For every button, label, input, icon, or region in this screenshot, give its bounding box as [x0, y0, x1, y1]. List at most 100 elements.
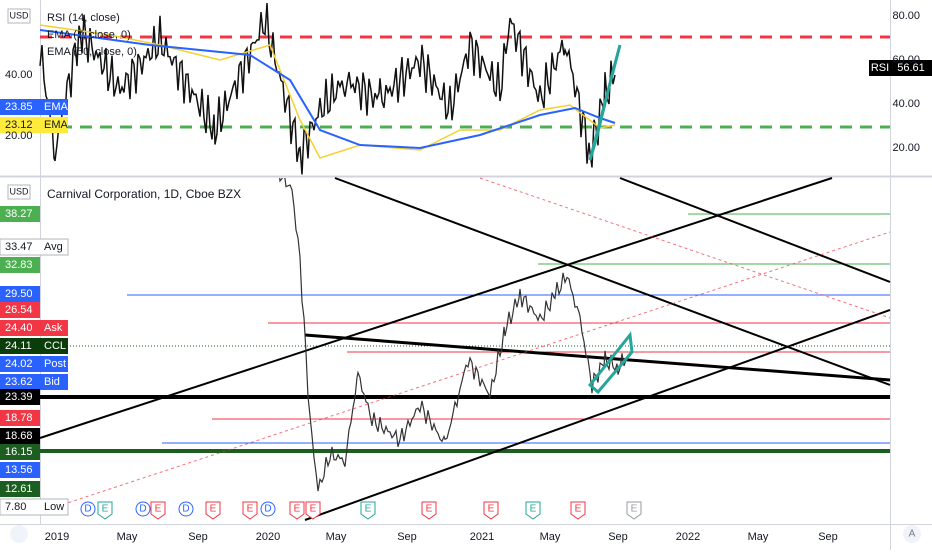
rsi-line [39, 2, 616, 175]
price-value: 24.02 [5, 358, 33, 370]
axis-label: 60.00 [892, 54, 920, 66]
time-label: May [748, 531, 769, 543]
price-value: 16.15 [5, 446, 33, 458]
price-badge [0, 498, 69, 516]
event-letter: E [575, 504, 582, 515]
indicator-legend: EMA (50, close, 0) [47, 46, 137, 58]
dividend-marker[interactable] [260, 501, 276, 517]
rsi-value: 56.61 [897, 62, 925, 74]
earnings-marker[interactable] [305, 501, 321, 520]
price-path [279, 178, 629, 492]
label-value: 23.85 [5, 101, 33, 113]
dividend-marker[interactable] [80, 501, 96, 517]
earnings-marker[interactable] [570, 501, 586, 520]
price-value: 7.80 [5, 501, 26, 513]
event-letter: E [631, 504, 638, 515]
label-badge [0, 99, 68, 115]
price-badge [0, 410, 40, 426]
time-label: Sep [397, 531, 417, 543]
price-value: 18.78 [5, 412, 33, 424]
price-value: 33.47 [5, 241, 33, 253]
trend-line [39, 177, 833, 439]
rsi-name: RSI [871, 62, 889, 74]
price-badge [0, 389, 40, 405]
currency: USD [9, 10, 29, 20]
price-badge [0, 257, 40, 273]
trend-line [39, 231, 891, 513]
price-badge [0, 206, 40, 222]
rsi-value-badge [891, 60, 932, 76]
price-tag: Avg [44, 241, 63, 253]
go-back-button[interactable] [10, 525, 28, 543]
price-badge [0, 428, 40, 444]
symbol-title: Carnival Corporation, 1D, Cboe BZX [47, 187, 241, 201]
event-letter: D [264, 504, 271, 515]
earnings-marker[interactable] [97, 501, 113, 520]
currency-badge[interactable] [7, 8, 31, 24]
price-value: 29.50 [5, 288, 33, 300]
price-badge [0, 338, 68, 354]
time-label: 2022 [676, 531, 700, 543]
event-letter: E [294, 504, 301, 515]
price-badge [0, 374, 68, 390]
event-letter: E [426, 504, 433, 515]
price-badge [0, 302, 40, 318]
price-tag: Ask [44, 322, 63, 334]
earnings-marker[interactable] [421, 501, 437, 520]
price-value: 32.83 [5, 259, 33, 271]
label-tag: EMA [44, 119, 69, 131]
time-label: 2019 [45, 531, 69, 543]
time-label: May [117, 531, 138, 543]
price-badge [0, 356, 68, 372]
plots [39, 2, 629, 492]
event-letter: E [488, 504, 495, 515]
trend-line [334, 177, 891, 386]
flag-pattern [588, 44, 622, 161]
earnings-marker[interactable] [525, 501, 541, 520]
event-letter: E [247, 504, 254, 515]
price-badge [0, 444, 40, 460]
price-tag: CCL [44, 340, 66, 352]
time-label: May [326, 531, 347, 543]
earnings-marker[interactable] [360, 501, 376, 520]
currency: USD [9, 186, 29, 196]
trend-line [304, 333, 891, 382]
trend-lines [39, 177, 891, 521]
currency-badge[interactable] [7, 184, 31, 200]
rsi-name-badge [869, 60, 891, 76]
trend-line [304, 309, 891, 521]
auto-scale-button[interactable] [903, 525, 921, 543]
indicator-legend: EMA (7, close, 0) [47, 29, 131, 41]
earnings-marker[interactable] [205, 501, 221, 520]
trend-line [479, 177, 891, 319]
price-tag: Low [44, 501, 64, 513]
earnings-marker[interactable] [483, 501, 499, 520]
price-badge [0, 481, 40, 497]
price-badge [0, 320, 68, 336]
time-label: 2020 [256, 531, 280, 543]
price-value: 24.11 [5, 340, 32, 352]
earnings-marker[interactable] [242, 501, 258, 520]
event-letter: E [102, 504, 109, 515]
time-label: Sep [818, 531, 838, 543]
event-letter: E [155, 504, 162, 515]
axis-label: 80.00 [892, 10, 920, 22]
trend-line [619, 177, 891, 283]
earnings-marker[interactable] [150, 501, 166, 520]
earnings-marker[interactable] [626, 501, 642, 520]
price-value: 38.27 [5, 208, 33, 220]
indicator-legend: RSI (14, close) [47, 12, 120, 24]
dividend-marker[interactable] [135, 501, 151, 517]
event-letter: E [310, 504, 317, 515]
price-value: 23.39 [5, 391, 33, 403]
time-label: May [540, 531, 561, 543]
dividend-marker[interactable] [178, 501, 194, 517]
event-letter: E [365, 504, 372, 515]
price-badge [0, 462, 40, 478]
flag-pattern [587, 331, 634, 395]
event-letter: D [139, 504, 146, 515]
label-value: 23.12 [5, 119, 33, 131]
earnings-marker[interactable] [289, 501, 305, 520]
